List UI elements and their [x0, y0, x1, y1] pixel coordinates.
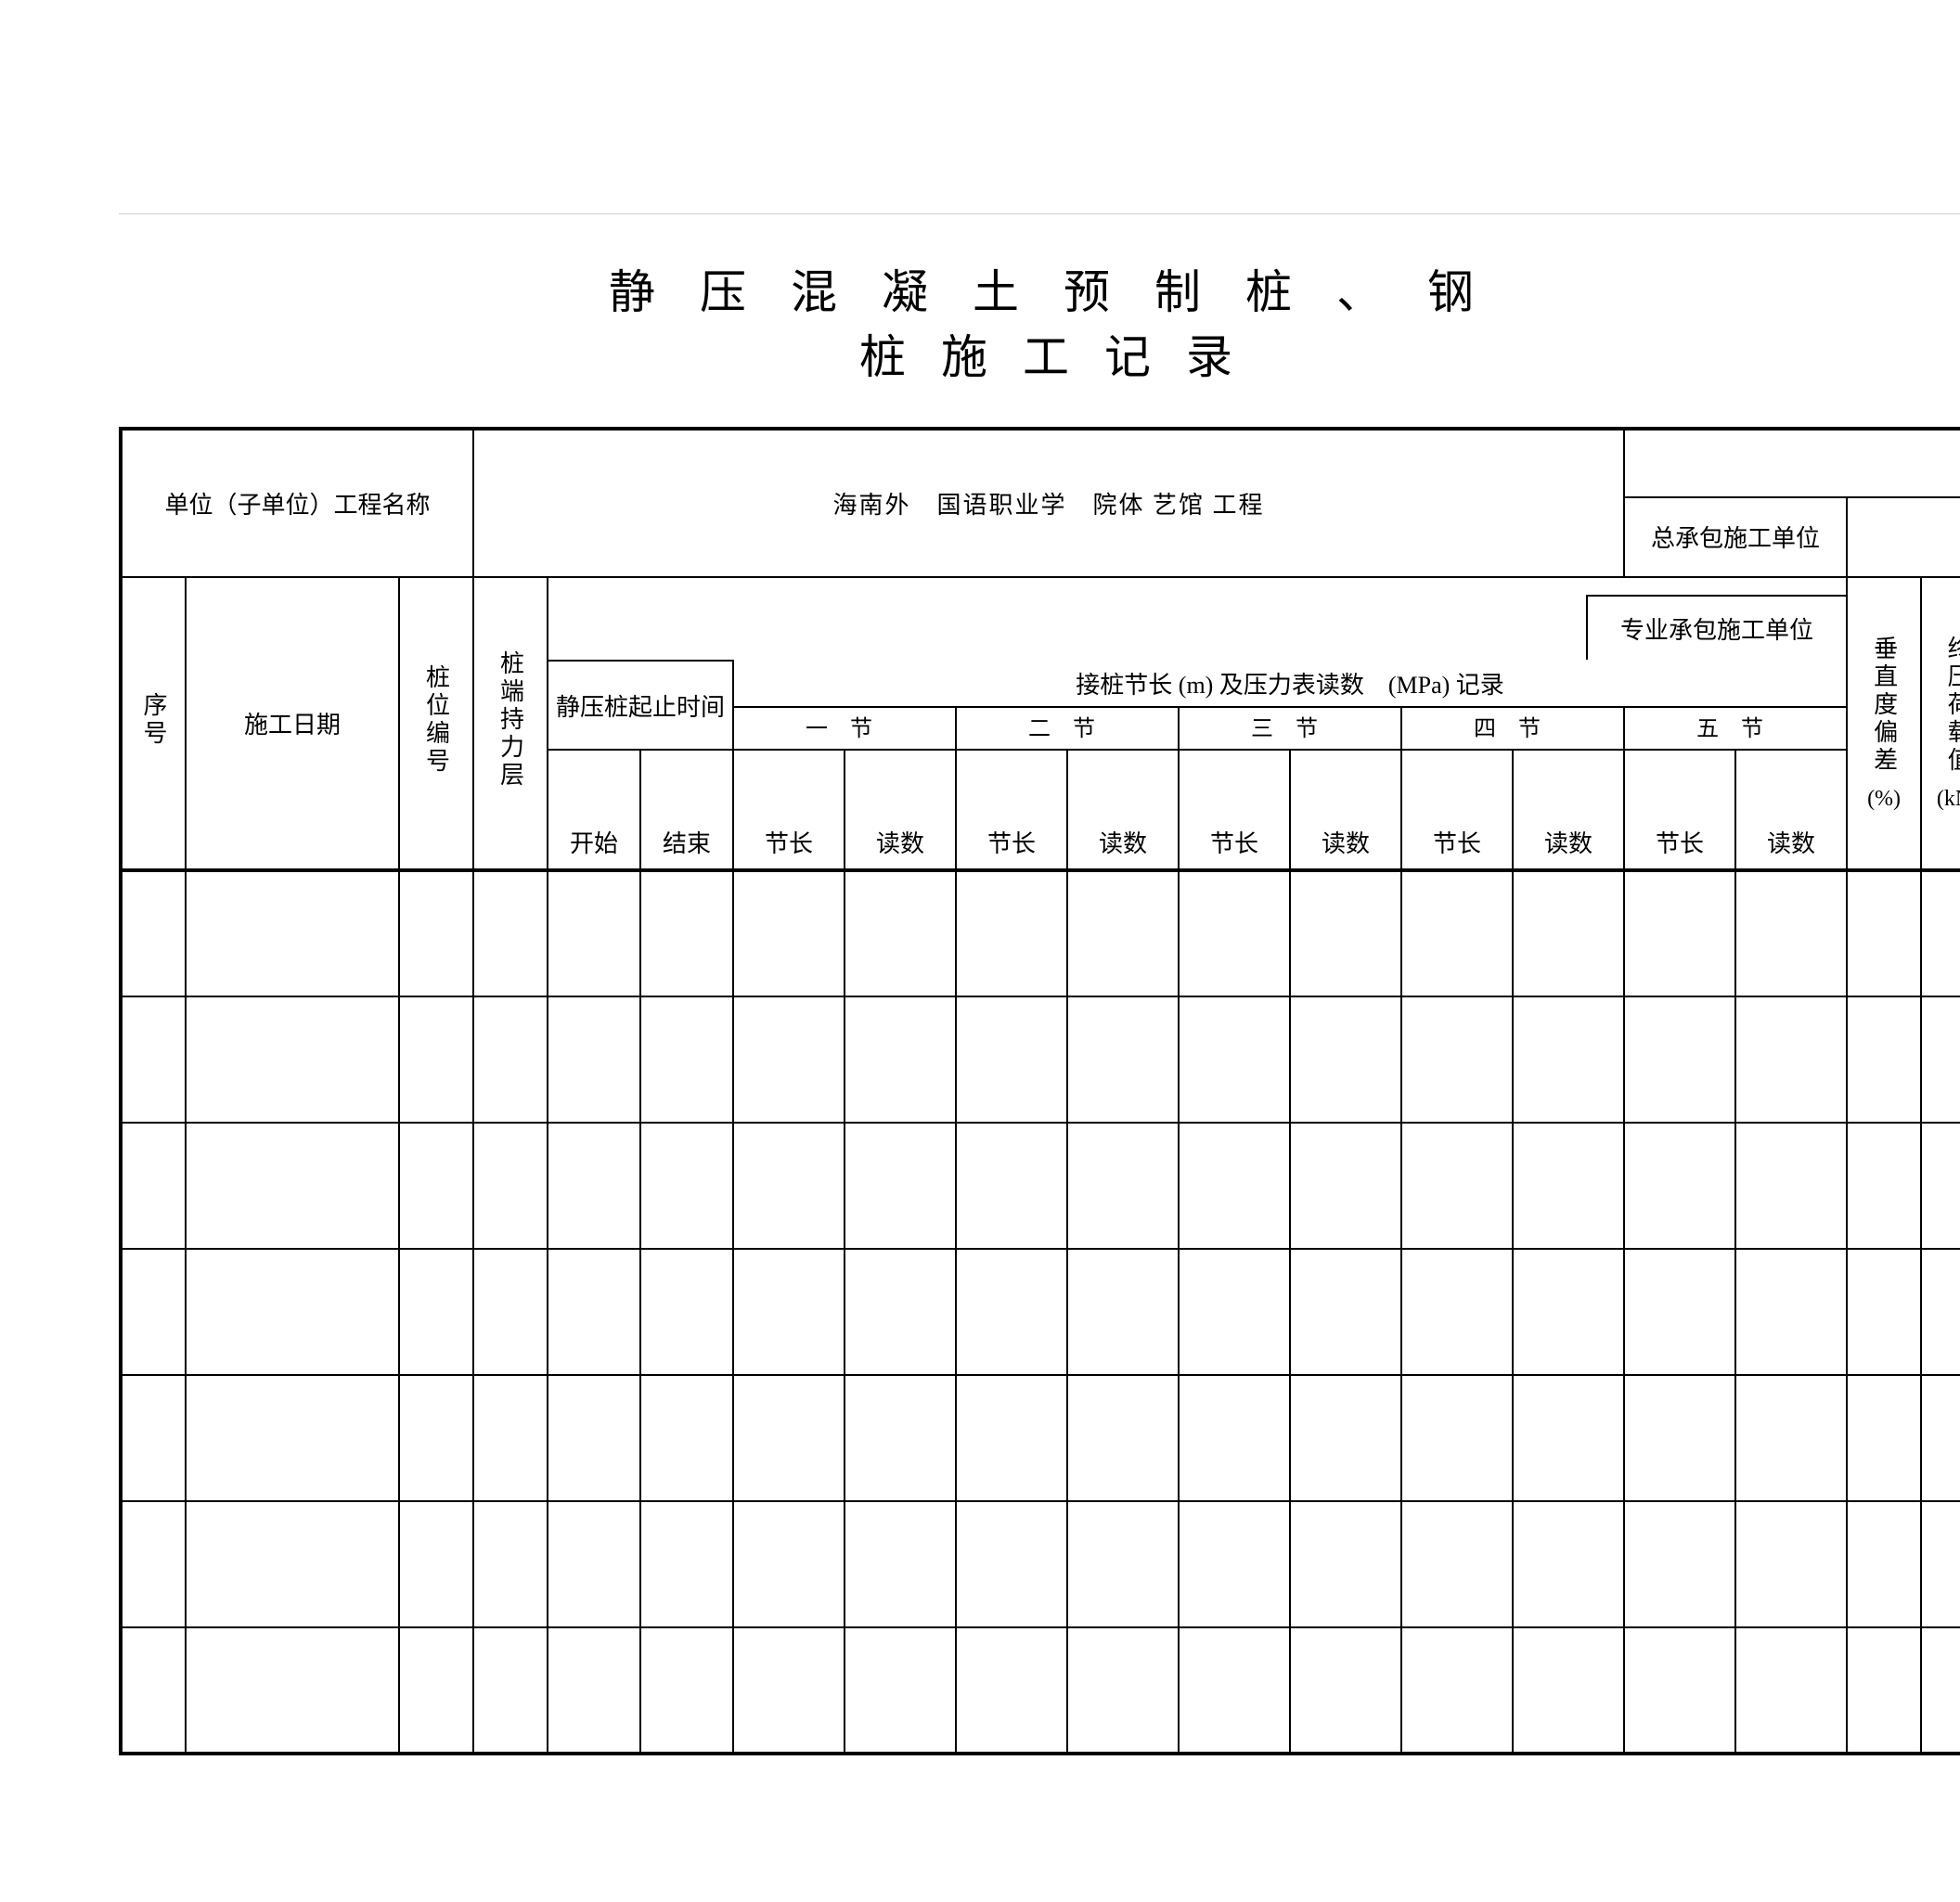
col-final-load: 终压荷载值 (kN)	[1921, 577, 1960, 870]
col-joint-record: 接桩节长 (m) 及压力表读数 (MPa) 记录	[733, 661, 1847, 707]
title-line1: 静压混凝土预制桩、钢	[167, 260, 1960, 325]
col-start: 开始	[548, 750, 640, 870]
blank-top-right	[1624, 429, 1960, 497]
top-divider	[119, 213, 1960, 214]
col-read2: 读数	[1067, 750, 1179, 870]
col-date: 施工日期	[186, 577, 399, 870]
header-row-1: 单位（子单位）工程名称 海南外 国语职业学 院体 艺馆 工程	[121, 429, 1960, 497]
table-row	[121, 1375, 1960, 1501]
col-read5: 读数	[1735, 750, 1847, 870]
project-name: 海南外 国语职业学 院体 艺馆 工程	[474, 486, 1623, 520]
title-block: 静压混凝土预制桩、钢 桩施工记录	[167, 260, 1960, 390]
project-name-cell: 海南外 国语职业学 院体 艺馆 工程	[473, 429, 1624, 577]
col-len5: 节长	[1624, 750, 1735, 870]
table-row	[121, 1123, 1960, 1249]
col-end: 结束	[640, 750, 733, 870]
sub-contractor-row: 专业承包施工单位	[548, 577, 1847, 661]
header-row-2: 序号 施工日期 桩位编号 桩端持力层 专业承包施工单位 垂直度偏差 (%) 终压	[121, 577, 1960, 661]
col-len3: 节长	[1179, 750, 1290, 870]
col-pile-no: 桩位编号	[399, 577, 473, 870]
col-seq: 序号	[121, 577, 186, 870]
col-bearing: 桩端持力层	[473, 577, 548, 870]
col-press-time: 静压桩起止时间	[548, 661, 733, 750]
page: 静压混凝土预制桩、钢 桩施工记录 单位（子单位）工程名	[0, 0, 1960, 1902]
unit-name-label: 单位（子单位）工程名称	[165, 492, 431, 519]
general-contractor-label-cell: 总承包施工单位	[1624, 497, 1847, 577]
construction-record-table: 单位（子单位）工程名称 海南外 国语职业学 院体 艺馆 工程 总承包施工单位 序…	[119, 427, 1960, 1755]
table-row	[121, 1501, 1960, 1627]
col-len1: 节长	[733, 750, 845, 870]
table-row	[121, 870, 1960, 996]
col-len4: 节长	[1401, 750, 1513, 870]
table-row	[121, 1249, 1960, 1375]
col-section2: 二 节	[956, 707, 1179, 750]
table-row	[121, 996, 1960, 1123]
col-section5: 五 节	[1624, 707, 1847, 750]
col-verticality: 垂直度偏差 (%)	[1847, 577, 1921, 870]
general-contractor-label: 总承包施工单位	[1651, 525, 1820, 552]
col-len2: 节长	[956, 750, 1067, 870]
sub-contractor-label: 专业承包施工单位	[1586, 595, 1846, 660]
col-section3: 三 节	[1179, 707, 1401, 750]
col-section4: 四 节	[1401, 707, 1624, 750]
col-read4: 读数	[1513, 750, 1624, 870]
col-read1: 读数	[845, 750, 956, 870]
title-line2: 桩施工记录	[167, 325, 1960, 390]
general-contractor-value	[1847, 497, 1960, 577]
col-read3: 读数	[1290, 750, 1401, 870]
table-row	[121, 1627, 1960, 1754]
col-section1: 一 节	[733, 707, 956, 750]
unit-name-label-cell: 单位（子单位）工程名称	[121, 429, 473, 577]
